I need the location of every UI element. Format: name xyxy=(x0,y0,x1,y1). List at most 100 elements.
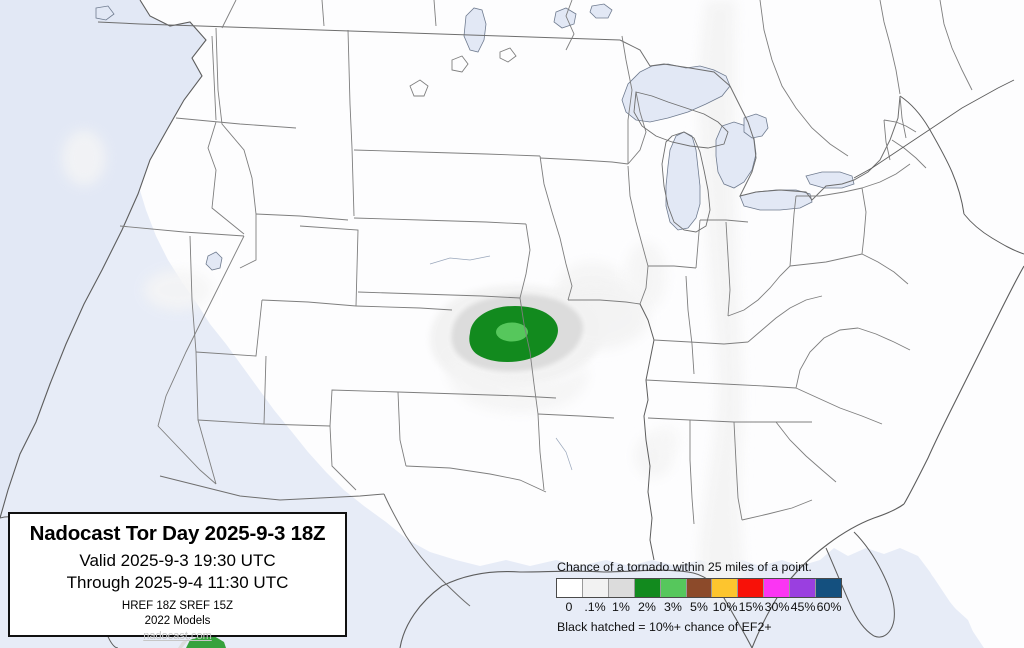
georgian-bay xyxy=(743,113,769,139)
border-mn-ia-mo xyxy=(539,155,573,301)
border-mn-wi xyxy=(627,91,647,165)
border-sd-ne xyxy=(353,217,527,225)
legend-swatch-dot1pct xyxy=(581,579,608,597)
border-wy-co xyxy=(261,299,357,307)
legend-tick-9: 45% xyxy=(790,600,816,614)
border-ms-al xyxy=(689,420,695,525)
border-mn-canada xyxy=(621,35,633,164)
border-md-de-coast xyxy=(861,253,909,285)
border-ca-nv xyxy=(157,235,245,427)
border-or-id xyxy=(207,121,245,235)
us-mexico-border-west xyxy=(159,475,385,501)
border-ut-nm-vert xyxy=(263,355,267,425)
contour-01-oregon xyxy=(62,130,106,186)
st-lawrence-river xyxy=(853,79,1015,179)
border-ne-ks xyxy=(357,291,521,299)
border-wa-or xyxy=(175,117,297,129)
border-oh-wv xyxy=(727,265,791,317)
border-co-ne xyxy=(299,225,359,307)
border-mt-dakotas xyxy=(347,29,355,217)
contour-01-arkansas xyxy=(652,426,680,454)
border-nd-sd xyxy=(353,149,541,157)
great-salt-lake xyxy=(205,251,223,271)
us-canada-border-west xyxy=(97,21,621,41)
border-ontario-quebec xyxy=(759,0,849,157)
red-river xyxy=(555,437,573,471)
border-il-ky xyxy=(653,339,749,345)
border-ar-ok xyxy=(537,413,545,491)
legend-swatch-2pct xyxy=(633,579,660,597)
border-alberta-sask xyxy=(321,0,325,27)
site-link[interactable]: nadocast.com xyxy=(143,629,212,642)
michigan-outline xyxy=(661,131,711,233)
legend-tick-1: .1% xyxy=(584,600,606,614)
atlantic-coast xyxy=(903,265,1024,505)
legend-swatch-30pct xyxy=(763,579,790,597)
contour-1-mexico-edge xyxy=(178,638,190,648)
platte-river xyxy=(429,255,491,265)
west-coast xyxy=(0,0,207,519)
border-ma-ri xyxy=(891,139,927,169)
border-nc-coast xyxy=(857,327,911,351)
canada-lake-b xyxy=(451,55,469,73)
border-bc-alberta xyxy=(221,0,237,29)
border-ontario-manitoba xyxy=(565,0,575,51)
border-al-ga xyxy=(733,421,743,521)
lake-michigan xyxy=(665,131,701,231)
border-ks-mo xyxy=(519,297,539,415)
border-nc-sc xyxy=(795,387,883,425)
border-nm-tx xyxy=(329,425,357,491)
border-nv-ut xyxy=(189,235,197,353)
legend-tick-6: 10% xyxy=(712,600,738,614)
canada-lake-c xyxy=(499,47,517,63)
border-ia-mo xyxy=(568,299,641,305)
legend-swatch-15pct xyxy=(737,579,764,597)
border-il-in xyxy=(685,275,695,375)
product-title: Nadocast Tor Day 2025-9-3 18Z xyxy=(29,522,326,545)
legend-swatch-5pct xyxy=(685,579,712,597)
border-mt-wy xyxy=(255,213,349,221)
border-pa-ny xyxy=(796,187,863,197)
probability-legend: Chance of a tornado within 25 miles of a… xyxy=(556,560,856,634)
legend-caption: Chance of a tornado within 25 miles of a… xyxy=(557,560,812,574)
northern-lake-c xyxy=(95,5,115,21)
contour-01-oklahoma-lobe xyxy=(447,352,588,413)
legend-swatch-10pct xyxy=(711,579,738,597)
legend-swatch-45pct xyxy=(789,579,816,597)
border-mi-oh xyxy=(700,219,749,223)
border-mo-ar xyxy=(537,413,615,419)
border-wv-va xyxy=(747,295,823,343)
border-quebec-maine xyxy=(879,0,901,95)
valid-time: Valid 2025-9-3 19:30 UTC xyxy=(79,551,276,571)
contour-3-kansas-core xyxy=(496,322,528,342)
border-oh-pa xyxy=(789,195,797,267)
legend-tick-8: 30% xyxy=(764,600,790,614)
border-nm-ok-panhandle xyxy=(329,389,399,427)
border-id-wy xyxy=(239,214,257,269)
border-sask-manitoba xyxy=(433,0,437,27)
border-in-mi xyxy=(695,219,701,269)
legend-tick-10: 60% xyxy=(816,600,842,614)
florida-peninsula xyxy=(825,531,895,638)
border-ok-tx xyxy=(405,465,547,493)
legend-tick-labels: 0 .1% 1% 2% 3% 5% 10% 15% 30% 45% 60% xyxy=(556,600,842,616)
border-co-ks xyxy=(355,305,453,311)
maine-coast xyxy=(899,95,965,215)
northern-lake-b xyxy=(589,3,613,19)
border-ut-co xyxy=(195,299,263,357)
model-sources: HREF 18Z SREF 15Z xyxy=(121,600,234,613)
border-nh-me xyxy=(899,95,907,139)
border-ky-tn xyxy=(645,379,797,389)
border-wa-id xyxy=(211,35,217,121)
border-tx-ok-panhandle xyxy=(397,391,407,467)
legend-swatch-3pct xyxy=(659,579,686,597)
border-va-nc xyxy=(795,327,859,389)
legend-tick-4: 3% xyxy=(664,600,682,614)
contour-01-illinois xyxy=(626,242,666,310)
legend-footnote: Black hatched = 10%+ chance of EF2+ xyxy=(557,620,772,634)
border-ny-ct xyxy=(861,163,911,189)
product-info-box: Nadocast Tor Day 2025-9-3 18Z Valid 2025… xyxy=(8,512,347,642)
border-ca-az xyxy=(157,425,217,485)
